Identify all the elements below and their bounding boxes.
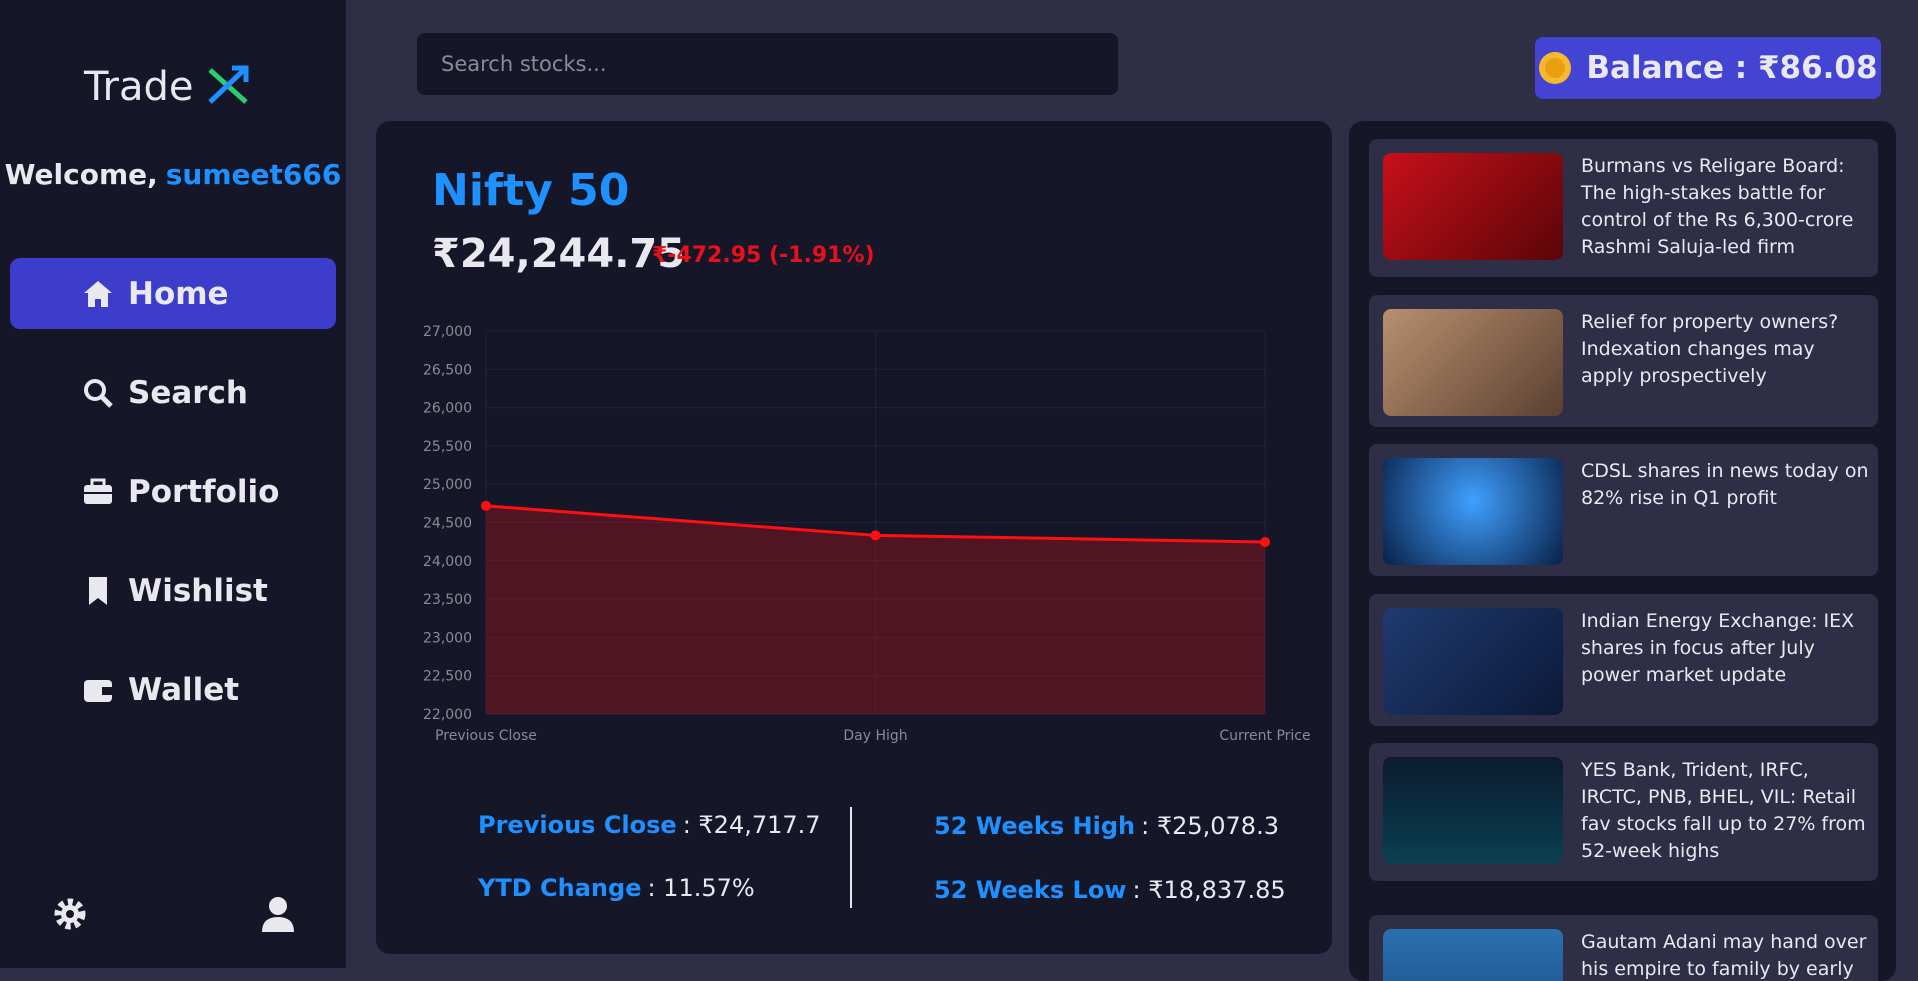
nav-label: Portfolio xyxy=(128,473,280,510)
welcome-text: Welcome, xyxy=(4,158,158,191)
news-item[interactable]: Indian Energy Exchange: IEX shares in fo… xyxy=(1369,594,1878,726)
news-thumbnail xyxy=(1383,608,1563,715)
nav-label: Search xyxy=(128,374,249,411)
stat-value: : ₹25,078.3 xyxy=(1141,812,1279,840)
news-item[interactable]: Relief for property owners? Indexation c… xyxy=(1369,295,1878,427)
nav-icon xyxy=(84,478,112,504)
welcome: Welcome, sumeet666 xyxy=(0,158,346,191)
balance-text: Balance : ₹86.08 xyxy=(1586,50,1878,86)
nav-item[interactable]: Search xyxy=(10,357,336,428)
chart: 22,000 22,500 23,000 23,500 24,000 24,500 25,0… xyxy=(423,324,1311,744)
news-panel: Burmans vs Religare Board: The high-stak… xyxy=(1349,121,1896,981)
news-item[interactable]: Gautam Adani may hand over his empire to… xyxy=(1369,915,1878,981)
price: ₹24,244.75 xyxy=(432,231,686,277)
logo-text: Trade xyxy=(84,64,194,110)
nav-label: Wallet xyxy=(128,671,240,708)
stat-value: : ₹18,837.85 xyxy=(1132,876,1286,904)
point xyxy=(1260,537,1270,548)
balance-button[interactable]: Balance : ₹86.08 xyxy=(1535,37,1881,99)
news-headline: CDSL shares in news today on 82% rise in… xyxy=(1581,460,1869,509)
stat: 52 Weeks Low: ₹18,837.85 xyxy=(934,876,1286,904)
y-tick-label: 25,500 xyxy=(423,439,472,455)
nav-label: Home xyxy=(128,275,229,312)
stat: Previous Close: ₹24,717.7 xyxy=(478,811,821,839)
y-tick-label: 26,500 xyxy=(423,362,472,378)
news-item[interactable]: Burmans vs Religare Board: The high-stak… xyxy=(1369,139,1878,277)
y-tick-label: 23,000 xyxy=(423,630,472,646)
y-tick-label: 24,000 xyxy=(423,554,472,570)
y-tick-label: 25,000 xyxy=(423,477,472,493)
nav-icon xyxy=(89,576,107,605)
search-box[interactable]: Search stocks... xyxy=(417,33,1118,95)
nav-icon xyxy=(84,280,112,307)
news-headline: Relief for property owners? Indexation c… xyxy=(1581,311,1839,387)
price-change: ₹-472.95 (-1.91%) xyxy=(652,243,875,268)
news-headline: YES Bank, Trident, IRFC, IRCTC, PNB, BHE… xyxy=(1581,759,1866,862)
chart-title: Nifty 50 xyxy=(432,165,630,216)
nav-item[interactable]: Home xyxy=(10,258,336,329)
news-thumbnail xyxy=(1383,309,1563,416)
y-tick-label: 22,500 xyxy=(423,669,472,685)
stat-label: YTD Change xyxy=(478,874,642,902)
news-headline: Indian Energy Exchange: IEX shares in fo… xyxy=(1581,610,1855,686)
y-tick-label: 26,000 xyxy=(423,401,472,417)
settings-icon[interactable] xyxy=(52,896,88,932)
news-item[interactable]: CDSL shares in news today on 82% rise in… xyxy=(1369,444,1878,576)
chart-panel: Nifty 50 ₹24,244.75 ₹-472.95 (-1.91%) 22… xyxy=(376,121,1332,954)
x-tick-label: Current Price xyxy=(1219,728,1310,744)
news-item[interactable]: YES Bank, Trident, IRFC, IRCTC, PNB, BHE… xyxy=(1369,743,1878,881)
profile-icon[interactable] xyxy=(260,896,296,932)
x-tick-label: Day High xyxy=(843,728,907,744)
stat-label: 52 Weeks Low xyxy=(934,876,1127,904)
y-tick-label: 24,500 xyxy=(423,516,472,532)
y-tick-label: 23,500 xyxy=(423,592,472,608)
news-thumbnail xyxy=(1383,929,1563,981)
divider xyxy=(850,807,852,908)
point xyxy=(481,500,491,511)
stat-label: 52 Weeks High xyxy=(934,812,1136,840)
coin-icon xyxy=(1539,52,1572,84)
news-thumbnail xyxy=(1383,153,1563,260)
stat-value: : 11.57% xyxy=(647,874,755,902)
news-thumbnail xyxy=(1383,757,1563,864)
logo[interactable]: Trade xyxy=(84,64,252,110)
x-tick-label: Previous Close xyxy=(435,728,537,744)
area xyxy=(486,505,1265,714)
y-tick-label: 22,000 xyxy=(423,707,472,723)
stat-value: : ₹24,717.7 xyxy=(682,811,821,839)
sidebar: Trade Welcome, sumeet666 Home Search Portfo… xyxy=(0,0,346,968)
logo-icon xyxy=(208,65,249,104)
nav-item[interactable]: Wallet xyxy=(10,654,336,725)
point xyxy=(870,530,881,541)
nav-icon xyxy=(84,679,112,702)
y-tick-label: 27,000 xyxy=(423,324,472,340)
nav-label: Wishlist xyxy=(128,572,268,609)
news-headline: Burmans vs Religare Board: The high-stak… xyxy=(1581,155,1854,258)
nav-item[interactable]: Wishlist xyxy=(10,555,336,626)
stat-label: Previous Close xyxy=(478,811,677,839)
username: sumeet666 xyxy=(165,158,342,191)
news-thumbnail xyxy=(1383,458,1563,565)
stat: 52 Weeks High: ₹25,078.3 xyxy=(934,812,1279,840)
stat: YTD Change: 11.57% xyxy=(478,874,755,902)
news-headline: Gautam Adani may hand over his empire to… xyxy=(1581,931,1867,980)
nav-icon xyxy=(84,378,113,408)
nav-item[interactable]: Portfolio xyxy=(10,456,336,527)
